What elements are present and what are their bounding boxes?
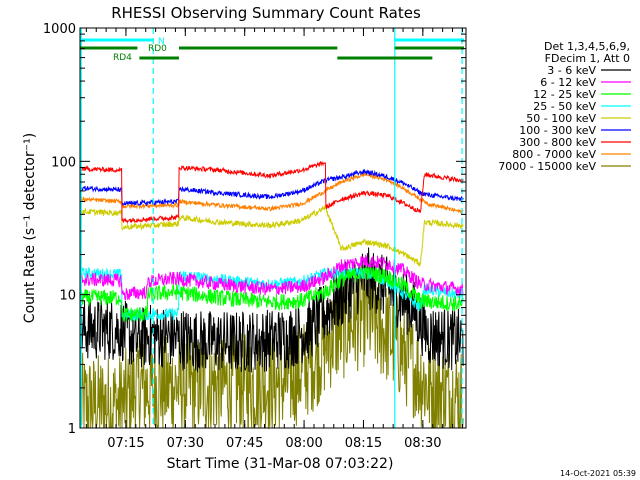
series-layer — [80, 160, 464, 430]
legend-entry-label: 12 - 25 keV — [533, 88, 596, 101]
x-tick-label: 07:30 — [167, 436, 204, 451]
x-tick-label: 08:00 — [285, 436, 322, 451]
axis-layer: 07:15 07:30 07:45 08:00 08:15 08:30 1 10 100 1000 — [43, 22, 466, 451]
legend-entry-label: 50 - 100 keV — [526, 112, 596, 125]
series-line-6 — [80, 160, 464, 225]
series-line-5 — [80, 169, 464, 207]
legend-header-line: Det 1,3,4,5,6,9, — [544, 40, 630, 53]
legend: Det 1,3,4,5,6,9,FDecim 1, Att 03 - 6 keV… — [498, 40, 631, 173]
y-axis-label: Count Rate (s⁻¹ detector⁻¹) — [22, 133, 38, 323]
x-tick-label: 07:15 — [107, 436, 144, 451]
legend-entry-label: 800 - 7000 keV — [512, 148, 596, 161]
legend-entry-label: 3 - 6 keV — [547, 64, 596, 77]
x-tick-label: 07:45 — [226, 436, 263, 451]
legend-entry-label: 7000 - 15000 keV — [498, 160, 596, 173]
y-tick-label: 100 — [51, 155, 76, 170]
y-tick-label: 1000 — [43, 22, 76, 37]
y-tick-label: 1 — [68, 422, 76, 437]
y-tick-label: 10 — [59, 289, 76, 304]
x-tick-label: 08:15 — [345, 436, 382, 451]
legend-header-line: FDecim 1, Att 0 — [545, 52, 630, 65]
series-line-7 — [80, 171, 464, 215]
annotation-label-0: N — [158, 37, 165, 47]
legend-entry-label: 100 - 300 keV — [519, 124, 596, 137]
series-line-4 — [80, 205, 464, 268]
series-line-2 — [80, 264, 464, 323]
x-tick-label: 08:30 — [404, 436, 441, 451]
plot-frame — [79, 27, 467, 429]
series-line-1 — [80, 254, 464, 301]
legend-entry-label: 6 - 12 keV — [540, 76, 596, 89]
chart-title: RHESSI Observing Summary Count Rates — [111, 4, 421, 22]
x-axis-label: Start Time (31-Mar-08 07:03:22) — [167, 456, 394, 472]
footer-date: 14-Oct-2021 05:39 — [560, 469, 636, 478]
legend-entry-label: 300 - 800 keV — [519, 136, 596, 149]
annotation-label-2: RD4 — [113, 53, 132, 63]
annotation-label-1: RD0 — [148, 44, 167, 54]
legend-entry-label: 25 - 50 keV — [533, 100, 596, 113]
